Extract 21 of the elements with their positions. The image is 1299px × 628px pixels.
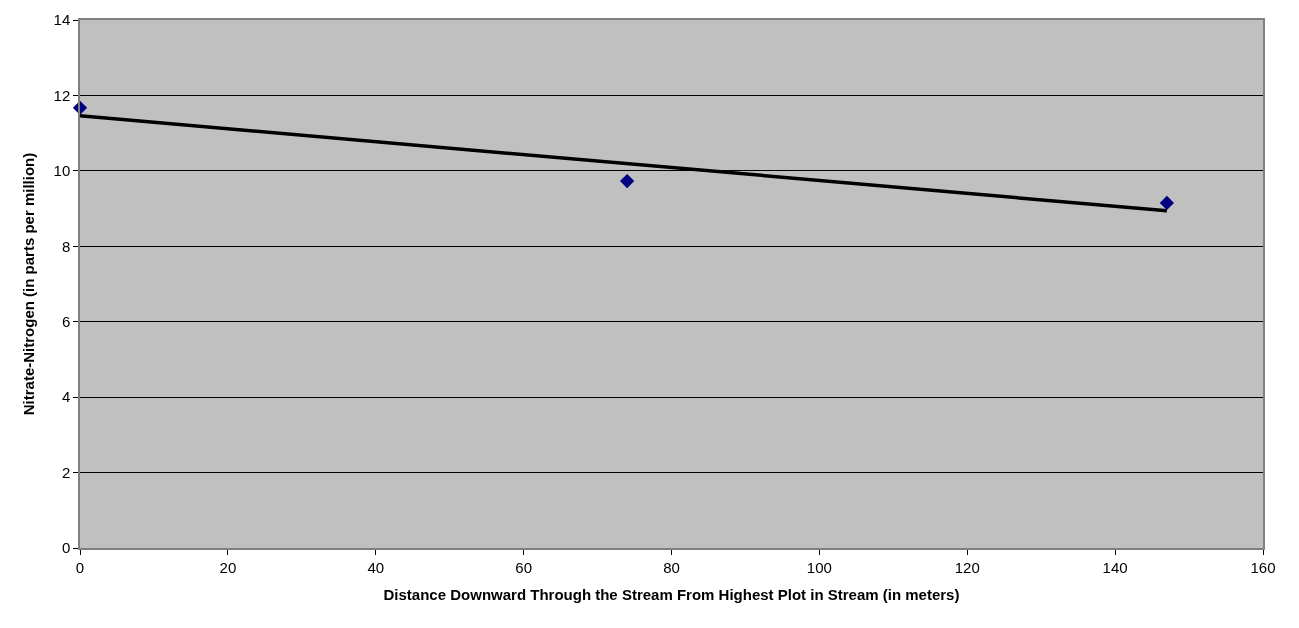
y-axis-title: Nitrate-Nitrogen (in parts per million) <box>20 152 38 416</box>
x-tick-label: 80 <box>663 558 680 576</box>
x-tick-label: 140 <box>1102 558 1128 576</box>
x-tick-label: 40 <box>367 558 385 576</box>
x-tick-label: 20 <box>219 558 237 576</box>
x-tick-label: 60 <box>515 558 532 576</box>
y-tick-label: 14 <box>53 11 71 29</box>
y-tick-label: 6 <box>61 312 71 330</box>
point <box>619 173 635 189</box>
y-tick-label: 8 <box>61 237 71 255</box>
y-tick-label: 0 <box>61 539 71 557</box>
y-tick-label: 4 <box>61 388 71 406</box>
x-tick-label: 160 <box>1250 558 1276 576</box>
x-axis-title: Distance Downward Through the Stream From Highest Plot in Stream (in meters) <box>383 586 960 604</box>
y-tick-label: 12 <box>53 86 71 104</box>
x-tick-label: 120 <box>954 558 980 576</box>
y-tick-label: 2 <box>61 463 71 481</box>
y-tick-label: 10 <box>53 162 71 180</box>
x-tick-label: 100 <box>806 558 832 576</box>
point <box>1159 195 1175 211</box>
x-tick-label: 0 <box>75 558 85 576</box>
